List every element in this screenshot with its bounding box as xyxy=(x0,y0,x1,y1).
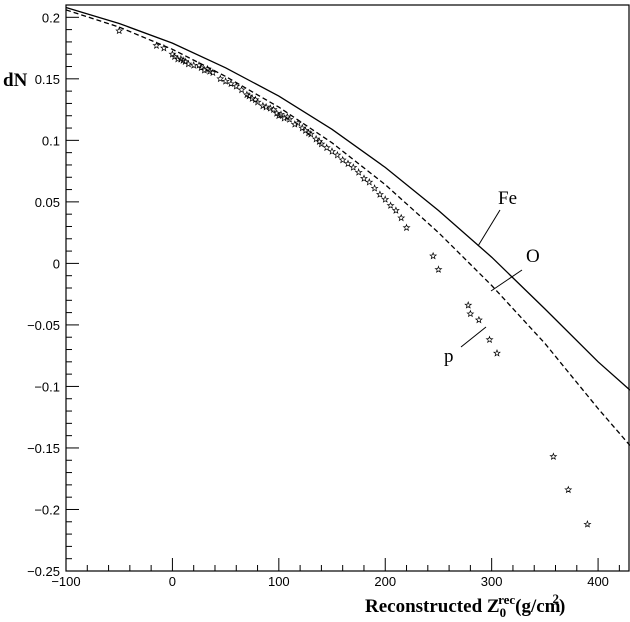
y-tick-label: −0.05 xyxy=(27,318,60,333)
data-point xyxy=(293,118,302,127)
data-point xyxy=(262,102,271,111)
data-markers xyxy=(115,26,592,528)
data-point xyxy=(200,66,209,74)
data-point xyxy=(258,101,267,110)
x-axis-title: Reconstructed Z0rec(g/cm2) xyxy=(365,591,565,620)
x-tick-label: 300 xyxy=(481,574,503,589)
data-point xyxy=(184,59,193,68)
x-axis-title-sub: 0 xyxy=(500,605,507,620)
data-point xyxy=(317,139,326,148)
x-axis-title-unit-open: (g/cm xyxy=(515,596,561,617)
series-p-leader-line xyxy=(460,326,487,348)
series-o-label: O xyxy=(526,246,540,267)
data-point xyxy=(276,110,285,118)
x-axis-title-unit-sup: 2 xyxy=(553,591,560,606)
y-axis-title: dN xyxy=(3,70,28,91)
data-point xyxy=(152,41,161,50)
y-tick-label: 0.1 xyxy=(42,133,60,148)
data-point xyxy=(205,67,214,75)
series-fe-label: Fe xyxy=(498,188,517,209)
series-o-leader-line xyxy=(490,269,523,292)
data-point xyxy=(549,452,558,461)
data-point xyxy=(429,251,438,260)
plot-frame xyxy=(65,4,630,572)
data-point xyxy=(349,163,358,171)
data-point xyxy=(115,26,124,35)
data-point xyxy=(375,190,384,198)
data-point xyxy=(237,85,246,94)
data-point xyxy=(322,143,331,152)
y-tick-label: −0.25 xyxy=(27,564,60,579)
x-tick-label: 100 xyxy=(268,574,290,589)
axes xyxy=(65,4,630,572)
data-point xyxy=(370,184,379,192)
y-tick-label: −0.2 xyxy=(34,502,60,517)
data-point xyxy=(474,315,483,324)
data-point xyxy=(226,79,235,88)
data-point xyxy=(280,113,289,122)
data-point xyxy=(208,68,217,77)
data-point xyxy=(266,104,275,112)
data-point xyxy=(485,335,494,344)
x-axis-title-main: Reconstructed Z xyxy=(365,596,500,617)
y-tick-label: −0.15 xyxy=(27,441,60,456)
series-labels: Fe Op xyxy=(444,188,540,367)
data-point xyxy=(466,309,475,318)
series-fe-leader-line xyxy=(477,209,501,247)
data-point xyxy=(216,74,225,83)
x-tick-label: 200 xyxy=(374,574,396,589)
data-point xyxy=(338,155,347,164)
data-point xyxy=(248,94,257,102)
series-p-label: p xyxy=(444,346,454,367)
data-point xyxy=(434,265,443,273)
y-tick-label: 0 xyxy=(53,256,60,271)
data-point xyxy=(285,115,294,123)
data-point xyxy=(269,105,278,114)
curves xyxy=(65,6,630,446)
series-fe-curve xyxy=(65,6,630,391)
data-point xyxy=(159,43,168,52)
data-point xyxy=(333,150,342,159)
data-point xyxy=(402,223,411,232)
data-point xyxy=(253,97,262,106)
data-point xyxy=(397,213,406,222)
data-point xyxy=(492,349,501,357)
data-point xyxy=(328,147,337,155)
data-point xyxy=(232,82,241,90)
data-point xyxy=(381,195,390,203)
data-point xyxy=(583,519,592,528)
y-tick-label: −0.1 xyxy=(34,379,60,394)
x-tick-label: 400 xyxy=(587,574,609,589)
data-point xyxy=(564,485,573,494)
data-point xyxy=(391,206,400,214)
data-point xyxy=(354,168,363,176)
y-tick-label: 0.2 xyxy=(42,10,60,25)
data-point xyxy=(359,174,368,182)
y-tick-label: 0.15 xyxy=(35,72,60,87)
y-tick-label: 0.05 xyxy=(35,195,60,210)
x-tick-label: −100 xyxy=(51,574,80,589)
series-o-curve xyxy=(65,9,630,446)
data-point xyxy=(344,159,352,168)
data-point xyxy=(365,178,374,186)
ticks: 0.2 0.15 0.1 0.05 0 −0.05 −0.1 −0.15 −0.2 −0.25−1… xyxy=(27,10,620,589)
x-axis-title-unit-close: ) xyxy=(559,596,565,617)
x-tick-label: 0 xyxy=(169,574,176,589)
data-point xyxy=(221,77,230,85)
data-point xyxy=(306,129,315,138)
data-point xyxy=(464,300,473,309)
x-axis-title-sup: rec xyxy=(498,592,515,607)
data-point xyxy=(386,201,395,209)
